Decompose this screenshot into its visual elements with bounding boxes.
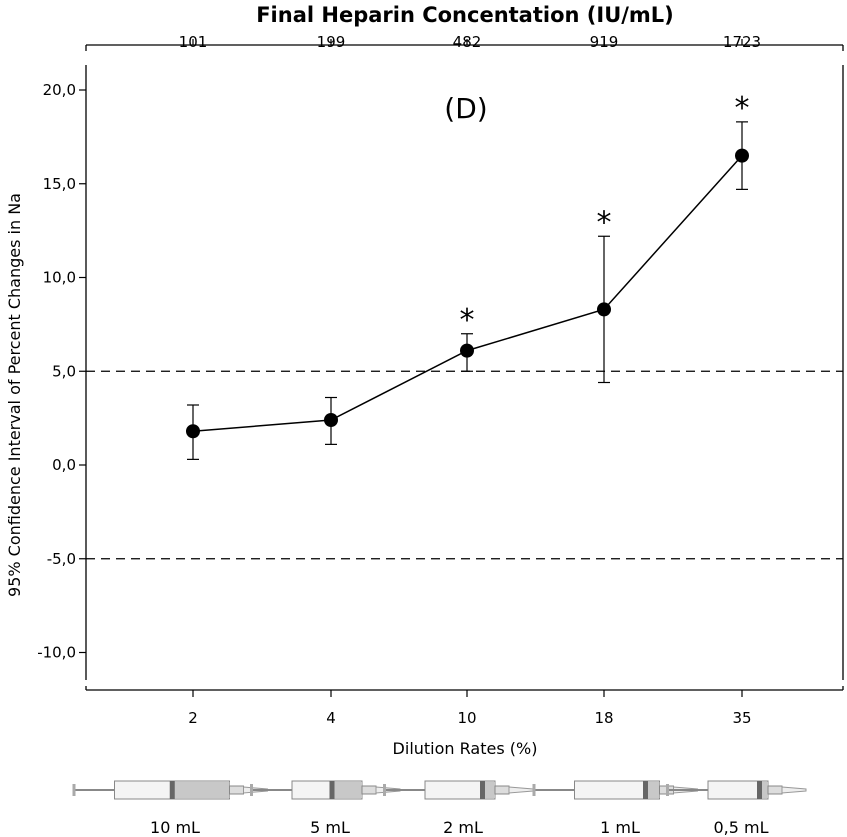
needle-cap [781,786,807,794]
barrel-fill [173,782,230,798]
y-tick-label: 10,0 [43,269,76,287]
luer-hub [361,785,377,795]
syringe-illustration: 0,5 mL [666,780,807,837]
syringe-row: 10 mL 5 mL 2 mL 1 mL 0,5 mL [72,780,807,837]
y-axis-title: 95% Confidence Interval of Percent Chang… [5,193,24,597]
syringe-illustration: 1 mL [532,780,698,837]
data-point [597,302,611,317]
top-x-tick-label: 1723 [723,33,761,51]
y-tick-label: -5,0 [47,550,76,568]
axis-ticks: 20,0 15,0 10,0 5,0 0,0 -5,0 -10,0 2 4 10 18 35 101 19… [37,33,761,727]
luer-hub [767,785,783,795]
barrel-fill [647,782,660,798]
barrel-fill [761,782,768,798]
series-line [192,155,743,432]
data-point [186,424,200,439]
plunger-thumb [383,784,386,796]
needle-cap [508,786,534,794]
x-axis-title: Dilution Rates (%) [393,739,538,758]
plot-frame [85,44,844,691]
plunger-thumb [666,784,669,796]
data-point [460,343,474,358]
y-tick-label: 20,0 [43,81,76,99]
plunger-seal [169,781,175,799]
top-x-tick-label: 199 [317,33,346,51]
top-x-tick-label: 919 [590,33,619,51]
syringe-label: 1 mL [600,818,640,837]
x-tick-label: 35 [732,709,751,727]
syringe-illustration: 2 mL [383,780,534,837]
syringe-label: 0,5 mL [713,818,768,837]
plunger-seal [643,781,648,799]
top-x-tick-label: 101 [179,33,208,51]
significance-marker: * [735,91,750,126]
plunger-thumb [250,784,253,796]
plunger-thumb [532,784,536,796]
y-tick-label: -10,0 [37,644,76,662]
y-tick-label: 15,0 [43,175,76,193]
plunger-seal [480,781,485,799]
x-tick-label: 4 [326,709,336,727]
luer-hub [494,785,510,795]
luer-hub [229,785,244,795]
barrel-fill [333,782,362,798]
y-tick-label: 0,0 [52,456,76,474]
plunger-seal [757,781,762,799]
data-point [324,413,338,427]
x-tick-label: 10 [457,709,476,727]
panel-label: (D) [444,92,487,125]
y-tick-label: 5,0 [52,362,76,380]
plunger-seal [329,781,335,799]
data-marks: * * * [186,91,750,460]
significance-marker: * [460,303,475,338]
syringe-illustration: 5 mL [250,780,401,837]
syringe-illustration: 10 mL [72,780,268,837]
syringe-label: 10 mL [150,818,200,837]
x-tick-label: 2 [188,709,198,727]
plunger-thumb [72,784,76,796]
x-tick-label: 18 [594,709,613,727]
significance-marker: * [597,205,612,240]
top-axis-title: Final Heparin Concentation (IU/mL) [256,3,674,27]
syringe-label: 2 mL [443,818,483,837]
data-point [735,148,749,163]
barrel-fill [484,782,495,798]
syringe-label: 5 mL [310,818,350,837]
top-x-tick-label: 482 [453,33,482,51]
